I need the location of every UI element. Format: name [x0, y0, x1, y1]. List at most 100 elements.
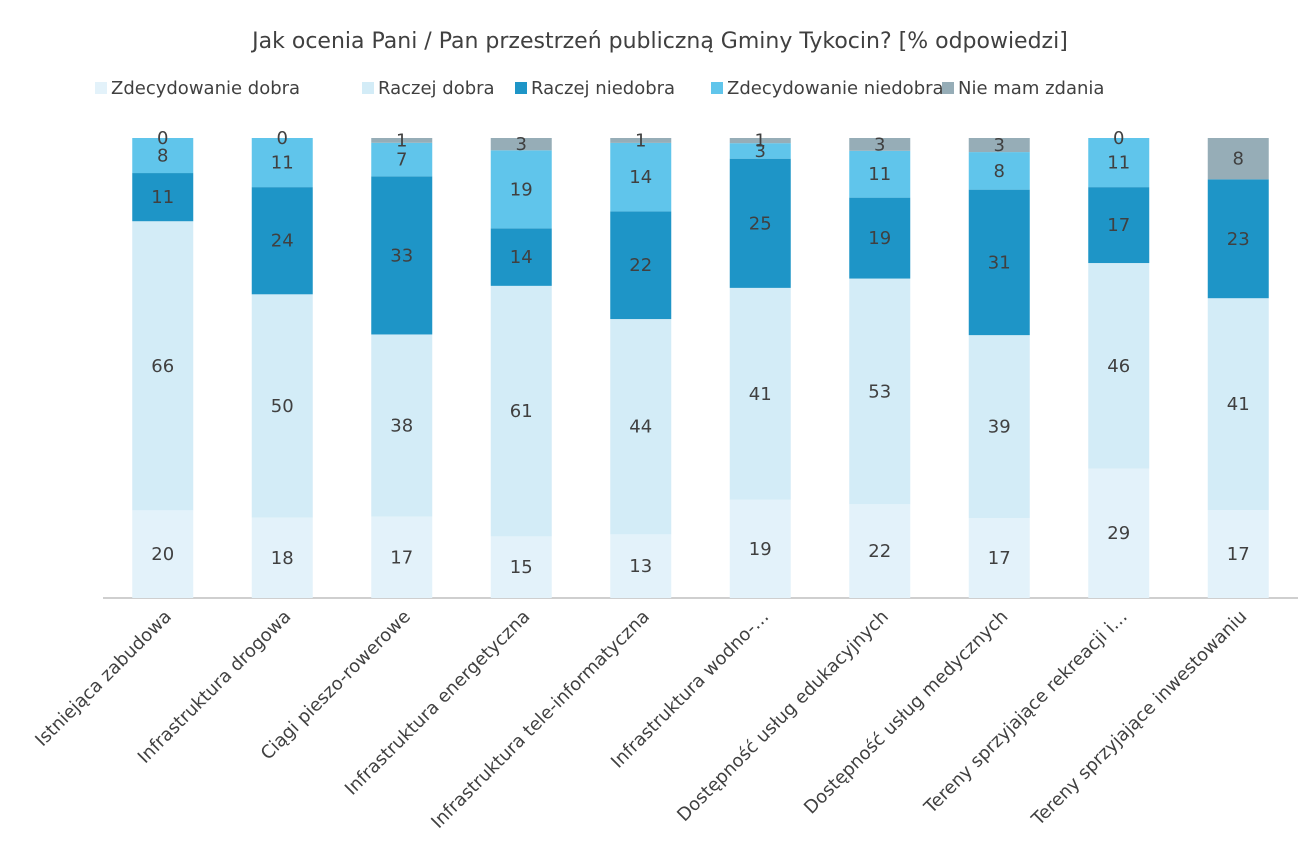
data-label: 22 — [868, 541, 891, 562]
bar-segment — [849, 138, 911, 151]
chart-title: Jak ocenia Pani / Pan przestrzeń publicz… — [250, 29, 1068, 54]
data-label: 11 — [271, 153, 294, 174]
data-label: 39 — [988, 417, 1011, 438]
bar-segment — [610, 211, 672, 320]
bar-segment — [371, 138, 433, 143]
bar-segment — [849, 197, 911, 279]
x-tick-label: Infrastruktura tele-informatyczna — [427, 606, 654, 833]
bar-segment — [729, 287, 791, 500]
data-label: 8 — [157, 146, 168, 167]
bar-segment — [849, 150, 911, 198]
bar-segment — [1088, 468, 1150, 598]
legend-label: Raczej niedobra — [531, 78, 675, 99]
bar-segment — [132, 173, 194, 222]
legend-swatch — [95, 82, 107, 94]
data-label: 61 — [510, 401, 533, 422]
bar-segment — [371, 142, 433, 177]
data-label: 19 — [510, 179, 533, 200]
bar-segment — [251, 187, 313, 295]
x-tick-label: Dostępność usług medycznych — [800, 606, 1012, 818]
data-label: 23 — [1227, 229, 1250, 250]
data-label: 24 — [271, 231, 294, 252]
data-label: 19 — [749, 539, 772, 560]
bar-segment — [132, 510, 194, 598]
bar-segment — [1207, 510, 1269, 598]
bar-segment — [490, 138, 552, 151]
x-tick-label: Tereny sprzyjające rekreacji i… — [920, 606, 1132, 818]
bar-segment — [371, 176, 433, 335]
data-label: 46 — [1107, 356, 1130, 377]
bar-segment — [968, 189, 1030, 336]
bar-segment — [729, 138, 791, 144]
data-label: 25 — [749, 213, 772, 234]
data-label: 3 — [755, 141, 766, 162]
bar-segment — [1207, 138, 1269, 180]
data-label: 11 — [151, 187, 174, 208]
legend-swatch — [515, 82, 527, 94]
bar-segment — [371, 334, 433, 517]
bar-segment — [132, 138, 194, 174]
bar-segment — [1088, 187, 1150, 264]
data-label: 0 — [1113, 128, 1124, 149]
legend-swatch — [711, 82, 723, 94]
data-label: 18 — [271, 548, 294, 569]
bar-segment — [968, 138, 1030, 153]
bar-segment — [729, 143, 791, 159]
data-label: 17 — [390, 547, 413, 568]
bar-segment — [968, 335, 1030, 519]
data-label: 8 — [1233, 149, 1244, 170]
data-label: 17 — [1227, 544, 1250, 565]
data-label: 0 — [277, 128, 288, 149]
legend-label: Zdecydowanie niedobra — [727, 78, 944, 99]
data-label: 14 — [629, 167, 652, 188]
bar-segment — [849, 504, 911, 598]
data-label: 44 — [629, 417, 652, 438]
x-tick-label: Istniejąca zabudowa — [31, 606, 176, 751]
bar-segment — [251, 138, 313, 188]
data-label: 22 — [629, 255, 652, 276]
data-label: 20 — [151, 544, 174, 565]
bar-segment — [490, 228, 552, 286]
data-label: 11 — [868, 164, 891, 185]
x-tick-label: Tereny sprzyjające inwestowaniu — [1027, 606, 1251, 830]
data-label: 31 — [988, 252, 1011, 273]
data-label: 7 — [396, 150, 407, 171]
bar-segment — [490, 150, 552, 229]
data-label: 0 — [157, 128, 168, 149]
legend-label: Nie mam zdania — [958, 78, 1104, 99]
data-label: 15 — [510, 557, 533, 578]
data-label: 1 — [635, 130, 646, 151]
bar-segment — [251, 294, 313, 518]
data-label: 3 — [994, 135, 1005, 156]
data-label: 50 — [271, 396, 294, 417]
data-label: 66 — [151, 356, 174, 377]
bar-segment — [729, 499, 791, 598]
bar-segment — [610, 138, 672, 143]
data-label: 3 — [874, 134, 885, 155]
data-label: 1 — [396, 130, 407, 151]
bar-segment — [610, 142, 672, 212]
legend-label: Zdecydowanie dobra — [111, 78, 300, 99]
data-label: 41 — [1227, 394, 1250, 415]
x-tick-label: Dostępność usług edukacyjnych — [673, 606, 893, 826]
data-label: 3 — [516, 134, 527, 155]
data-label: 19 — [868, 228, 891, 249]
data-label: 14 — [510, 247, 533, 268]
bar-segment — [371, 516, 433, 598]
bar-segment — [490, 536, 552, 598]
bar-segment — [729, 158, 791, 288]
data-label: 17 — [988, 548, 1011, 569]
data-label: 17 — [1107, 215, 1130, 236]
data-label: 11 — [1107, 153, 1130, 174]
data-label: 53 — [868, 381, 891, 402]
bar-segment — [849, 278, 911, 505]
data-label: 38 — [390, 416, 413, 437]
legend-label: Raczej dobra — [378, 78, 495, 99]
legend-swatch — [362, 82, 374, 94]
bar-segment — [251, 517, 313, 598]
bar-segment — [490, 285, 552, 537]
bar-segment — [968, 518, 1030, 598]
data-label: 8 — [994, 161, 1005, 182]
bar-segment — [1088, 138, 1150, 188]
